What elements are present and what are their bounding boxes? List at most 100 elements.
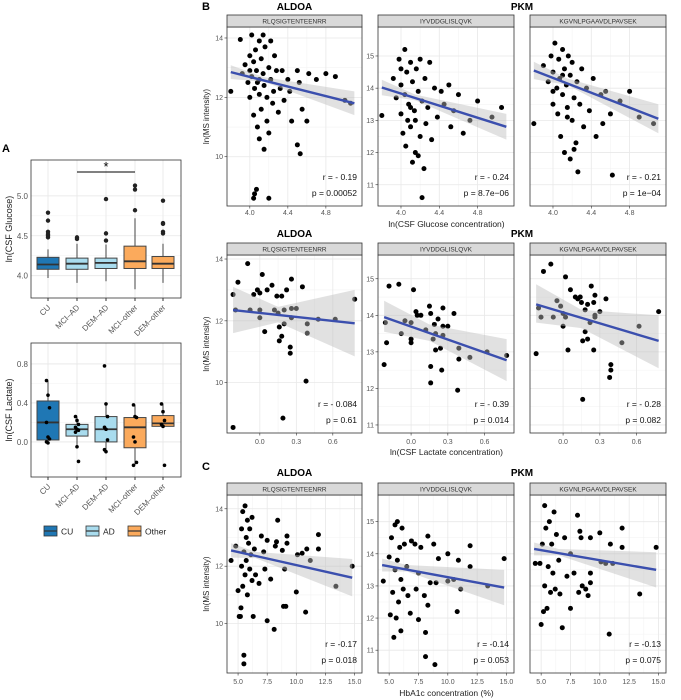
outlier-point: [45, 229, 51, 234]
data-point: [427, 59, 433, 65]
data-point: [546, 519, 552, 525]
x-tick-label: DEM–AD: [80, 482, 110, 512]
data-point: [564, 114, 570, 120]
data-point: [287, 344, 293, 350]
data-point: [283, 603, 289, 609]
data-point: [575, 512, 581, 518]
data-point: [440, 305, 446, 311]
data-point: [261, 146, 267, 152]
facet-strip: [226, 14, 363, 28]
p-value: p = 0.075: [625, 655, 661, 665]
data-point: [592, 292, 598, 298]
data-point: [425, 602, 431, 608]
data-point: [576, 589, 582, 595]
data-point: [600, 121, 606, 127]
facet-panel: 5.0 7.5 10.0 12.5 15.0 r = -0.13 p = 0.075 KGVN…: [529, 482, 667, 686]
plot-background: [530, 495, 666, 673]
y-tick-label: 4.0: [17, 272, 29, 281]
data-point: [636, 114, 642, 120]
data-point: [102, 364, 107, 368]
data-point: [268, 576, 274, 582]
y-tick-label: 11: [367, 422, 374, 429]
x-tick-label: 0.6: [480, 439, 490, 446]
data-point: [445, 578, 451, 584]
data-point: [397, 544, 403, 550]
data-point: [562, 535, 568, 541]
data-point: [539, 541, 545, 547]
box-2: [94, 196, 118, 282]
data-point: [391, 634, 397, 640]
data-point: [251, 292, 257, 298]
plot-background: [227, 495, 362, 673]
scatter-row-hba1c-ms: ALDOA PKM HbA1c concentration (%) ln(MS int…: [202, 468, 667, 698]
data-point: [279, 68, 285, 74]
data-point: [264, 94, 270, 100]
data-point: [243, 534, 249, 540]
data-point: [456, 345, 462, 351]
data-point: [408, 104, 414, 110]
data-point: [394, 557, 400, 563]
data-point: [407, 610, 413, 616]
p-value: p = 8.7e−06: [464, 188, 510, 198]
data-point: [299, 550, 305, 556]
data-point: [270, 100, 276, 106]
y-axis-label: ln(CSF Glucose): [4, 196, 14, 263]
data-point: [423, 654, 429, 660]
data-point: [489, 114, 495, 120]
outlier-point: [45, 218, 51, 223]
data-point: [554, 298, 560, 304]
data-point: [131, 403, 136, 407]
data-point: [393, 95, 399, 101]
regression-line: [383, 316, 508, 362]
regression-line: [232, 308, 355, 325]
data-point: [252, 191, 258, 197]
plot-background: [530, 255, 666, 433]
data-point: [607, 541, 613, 547]
data-point: [603, 88, 609, 94]
data-point: [73, 414, 78, 419]
data-point: [404, 564, 410, 570]
data-point: [243, 557, 249, 563]
data-point: [538, 621, 544, 627]
data-point: [428, 363, 434, 369]
data-point: [382, 320, 388, 326]
legend-label: AD: [103, 527, 115, 537]
data-point: [274, 539, 280, 545]
data-point: [272, 53, 278, 59]
data-point: [76, 422, 81, 427]
data-point: [47, 406, 52, 410]
data-point: [565, 347, 571, 353]
data-point: [422, 76, 428, 82]
x-axis-label: ln(CSF Lactate concentration): [390, 447, 503, 457]
data-point: [550, 101, 556, 107]
facet-panel: 4.0 4.4 4.8 11 12 13 14 15 r = - 0.24 p = 8.7e−06…: [366, 14, 515, 217]
data-point: [257, 315, 263, 321]
x-tick-label: 0.6: [328, 439, 338, 446]
x-tick-label: 4.8: [625, 210, 635, 217]
data-point: [259, 271, 265, 277]
outlier-point: [74, 235, 80, 240]
data-point: [280, 415, 286, 421]
y-tick-label: 12: [215, 318, 223, 325]
data-point: [247, 94, 253, 100]
data-point: [249, 514, 255, 520]
facet-panel: 5.0 7.5 10.0 12.5 15.0 10 12 14 r = -0.17 p = 0.0…: [215, 482, 363, 686]
x-tick-label: 4.4: [434, 210, 444, 217]
data-point: [531, 121, 537, 127]
y-tick-label: 15: [366, 519, 374, 526]
data-point: [423, 630, 429, 636]
x-tick-label: 4.4: [586, 210, 596, 217]
data-point: [415, 153, 421, 159]
data-point: [352, 296, 358, 302]
data-point: [228, 88, 234, 94]
data-point: [588, 283, 594, 289]
y-tick-label: 12: [366, 150, 374, 157]
correlation-r: r = -0.14: [477, 639, 509, 649]
data-point: [162, 463, 167, 468]
data-point: [304, 330, 310, 336]
data-point: [579, 583, 585, 589]
y-tick-label: 14: [215, 257, 223, 264]
data-point: [542, 503, 548, 509]
data-point: [242, 62, 248, 68]
data-point: [582, 329, 588, 335]
